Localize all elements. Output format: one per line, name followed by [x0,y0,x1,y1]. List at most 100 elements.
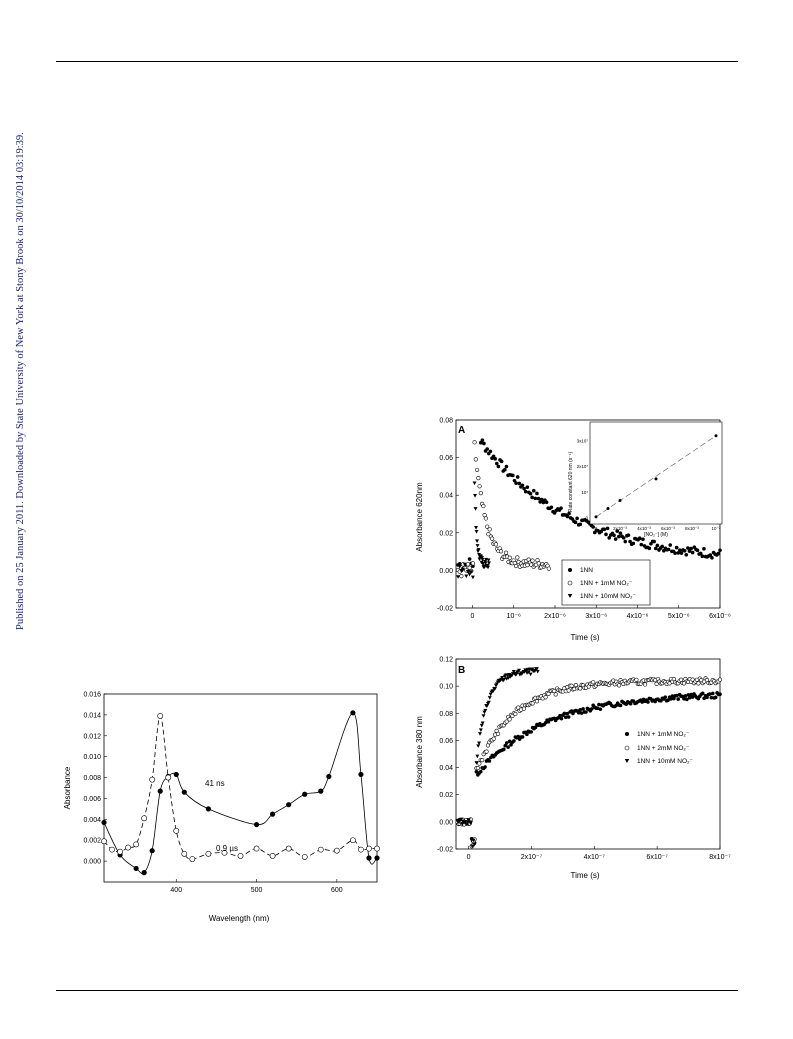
spectra-data-point [366,855,372,861]
panel-b-data-point [534,667,539,671]
panel-b-data-point [543,695,548,700]
panel-b-data-point [528,672,533,677]
panel-a-data-point [567,511,571,516]
inset-xtick-label: 6x10⁻³ [661,526,675,531]
panel-a-data-point [674,545,679,550]
spectra-data-point [157,788,163,794]
panel-a-data-point [473,457,478,462]
panel-b-ytick-label: 0.12 [439,657,453,664]
panel-b-data-point [534,699,540,704]
panel-a-data-point [535,491,539,496]
panel-a-data-point [495,461,499,466]
spectra-data-point [302,791,308,797]
panel-b-data-point [559,716,564,721]
panel-b-data-point [663,695,668,699]
panel-a-data-point [666,547,671,552]
panel-b-data-point [474,769,479,774]
inset-xtick-label: 10⁻² [712,526,721,531]
panel-b-data-point [466,818,471,822]
panel-a-data-point [613,537,618,541]
panel-b-data-point [503,743,508,748]
spectra-data-point [181,850,188,857]
panel-b-legend-1: 1NN + 1mM NO₂⁻ [637,731,690,738]
panel-b-data-point [501,678,506,682]
spectra-data-point [173,771,179,778]
spectra-data-point [141,815,148,822]
panel-a-data-point [517,481,522,486]
panel-b-data-point [483,765,487,769]
panel-b-data-point [683,694,688,698]
panel-a-data-point [539,497,544,502]
panel-b-data-point [478,728,483,732]
panel-a-xlabel: Time (s) [570,633,599,642]
panel-a-data-point [485,524,490,529]
panel-b-data-point [529,730,533,734]
panel-a-data-point [513,563,519,569]
panel-a-data-point [695,548,700,553]
panel-b-data-point [671,676,676,682]
panel-b-series-1 [455,676,723,849]
spectra-data-point [109,846,115,853]
spectra-ytick-label: 0.006 [83,796,101,803]
panel-b-data-point [533,725,538,730]
panel-a-data-point [470,575,475,580]
spectra-data-point [237,852,244,859]
panel-b-data-point [578,686,583,691]
panel-b-data-point [581,707,585,711]
spectra-data-point [157,713,164,719]
panel-b-ylabel: Absorbance 380 nm [415,716,424,788]
spectra-plot-frame [103,693,378,883]
inset-ylabel: Rate constant 620 nm (s⁻¹) [568,451,574,512]
spectra-data-point [269,852,276,859]
spectra-data-point [205,850,212,857]
spectra-xtick-label: 600 [331,887,343,894]
panel-a-data-point [689,546,693,551]
panel-a-data-point [476,548,481,552]
panel-a-data-point [578,522,583,527]
panel-a-data-point [486,565,490,570]
panel-a-data-point [481,503,486,509]
panel-b-data-point [717,677,723,682]
panel-a-data-point [621,536,626,540]
spectra-data-point [270,811,276,817]
panel-b-data-point [690,677,695,682]
panel-b-data-point [642,682,648,687]
panel-a-data-point [486,532,491,537]
panel-a-data-point [485,447,489,451]
margin-note-text: Published on 25 January 2011. Downloaded… [15,132,26,630]
panel-a-data-point [490,536,495,541]
panel-b-data-point [569,683,574,688]
spectra-data-point [374,845,380,852]
panel-a-letter: A [458,425,465,436]
panel-b-data-point [669,697,673,701]
panel-b-data-point [471,838,476,843]
panel-a-data-point [483,516,488,521]
panel-a-data-point [496,464,501,469]
panel-a-data-point [476,475,481,481]
inset-data-point [606,506,610,510]
panel-b-data-point [674,693,679,698]
panel-a-data-point [618,531,623,535]
panel-b-data-point [566,688,571,693]
panel-a-data-point [511,473,515,478]
panel-a-data-point [472,440,477,445]
panel-a-data-point [708,553,713,557]
panel-a-data-point [615,529,620,533]
panel-a-data-point [604,532,608,537]
panel-a-data-point [515,555,520,560]
panel-a-data-point [498,549,504,554]
panel-a-xtick-label: 3x10⁻⁶ [585,613,607,620]
panel-b-data-point [477,741,482,746]
panel-b-data-point [472,842,477,846]
panel-a-ylabel: Absorbance 620nm [415,482,424,552]
panel-a-xtick-label: 6x10⁻⁶ [709,613,731,620]
panel-b-series-0 [455,691,722,845]
panel-a-data-point [531,488,536,493]
panel-b-data-point [563,715,568,720]
panel-b-data-point [584,710,588,714]
panel-a-data-point [467,557,472,561]
panel-a-data-point [605,526,610,531]
panel-a-data-point [480,438,485,442]
inset-ytick-label: 10⁷ [581,490,588,495]
panel-a-data-point [503,550,509,555]
